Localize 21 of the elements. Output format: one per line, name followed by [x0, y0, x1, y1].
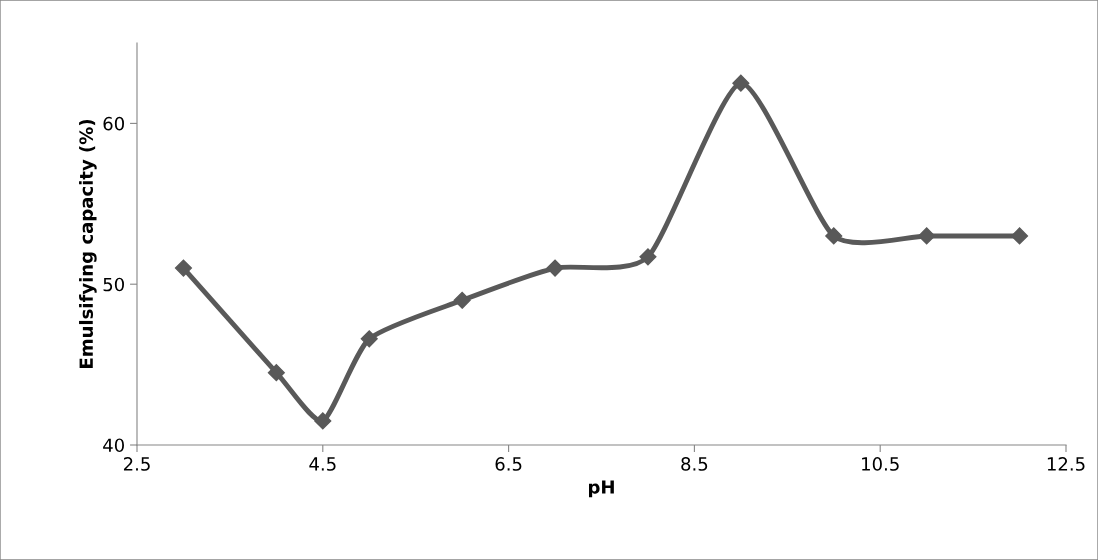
x-tick-label: 10.5 — [862, 457, 899, 471]
y-tick-label: 40 — [103, 438, 124, 453]
x-tick-label: 4.5 — [309, 457, 336, 471]
x-tick-label: 6.5 — [495, 457, 522, 471]
point — [314, 412, 332, 430]
point — [174, 259, 193, 277]
point — [918, 227, 936, 245]
point — [360, 330, 378, 348]
point — [639, 248, 657, 266]
y-tick-label: 60 — [103, 116, 124, 131]
point — [453, 291, 471, 309]
point — [825, 227, 843, 245]
x-tick-label: 2.5 — [123, 457, 150, 471]
point — [546, 259, 564, 277]
y-tick-label: 50 — [103, 277, 124, 292]
x-tick-label: 12.5 — [1047, 457, 1085, 471]
y-axis-title: Emulsifying capacity (%) — [79, 119, 97, 368]
x-axis-title: pH — [589, 480, 614, 498]
point — [267, 364, 285, 382]
x-tick-label: 8.5 — [681, 457, 708, 471]
point — [732, 74, 750, 92]
